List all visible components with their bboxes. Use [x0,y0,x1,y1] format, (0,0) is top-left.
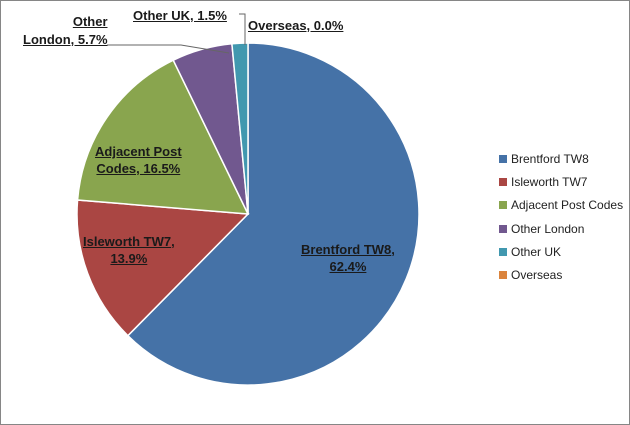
legend-swatch [499,247,507,256]
legend-label: Other UK [511,244,562,259]
pie-slice-adjacent-post-codes [76,59,250,215]
legend-label: Adjacent Post Codes [511,198,624,213]
legend-label: Overseas [511,268,563,283]
legend-swatch [499,271,507,280]
pie-slice-isleworth-tw7 [76,199,250,337]
legend-label: Other London [511,221,585,236]
legend-swatch [499,177,507,186]
legend-swatch [499,224,507,233]
data-label-other-uk: Other UK, 1.5% [133,8,227,23]
legend-item: Isleworth TW7 [499,170,623,193]
legend-label: Brentford TW8 [511,151,589,166]
pie-slice-brentford-tw8 [126,42,420,386]
data-label-adjacent: Adjacent Post Codes, 16.5% [95,144,182,176]
data-label-isleworth: Isleworth TW7, 13.9% [83,234,175,266]
legend: Brentford TW8 Isleworth TW7 Adjacent Post … [499,147,623,287]
legend-item: Adjacent Post Codes [499,194,623,217]
pie-slice-other-uk [231,42,249,215]
data-label-brentford: Brentford TW8, 62.4% [301,242,395,274]
legend-item: Brentford TW8 [499,147,623,170]
data-label-overseas: Overseas, 0.0% [248,18,344,33]
legend-item: Other UK [499,240,623,263]
legend-item: Other London [499,217,623,240]
legend-swatch [499,154,507,163]
legend-label: Isleworth TW7 [511,174,588,189]
legend-swatch [499,201,507,210]
leader-line [107,44,230,54]
leader-line [239,13,246,45]
data-label-other-london: Other London, 5.7% [23,14,108,47]
legend-item: Overseas [499,263,623,286]
